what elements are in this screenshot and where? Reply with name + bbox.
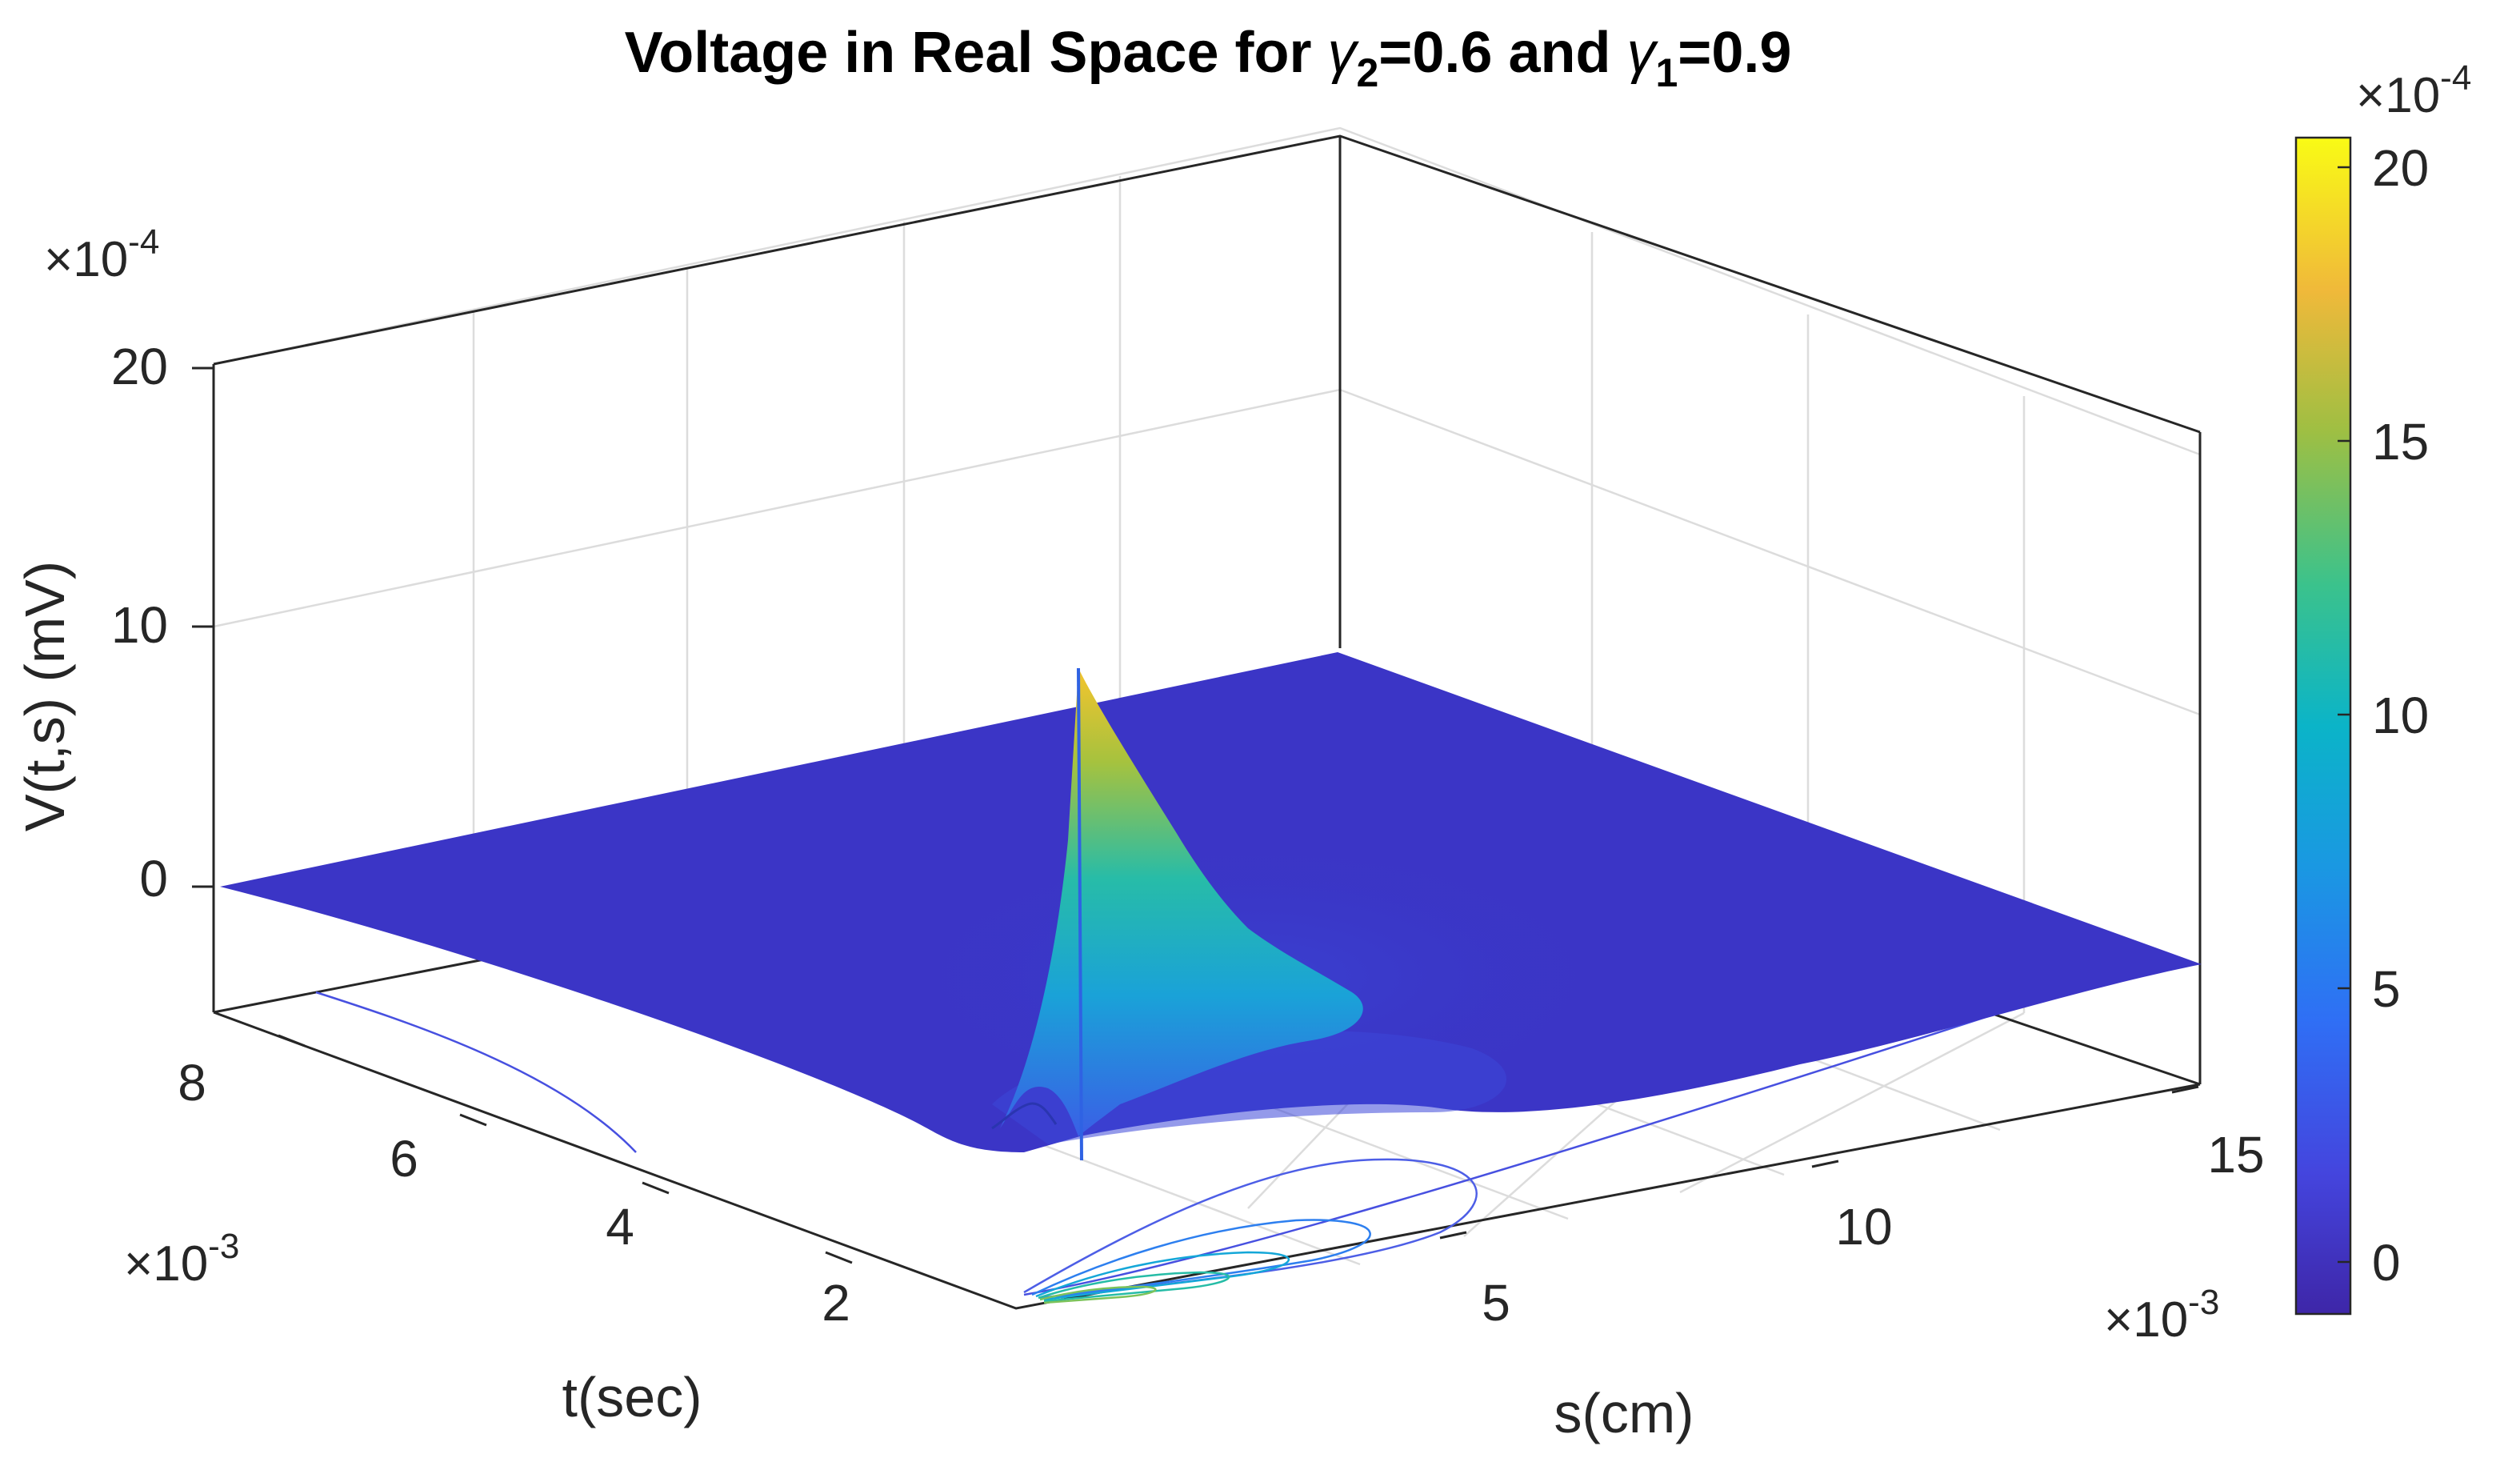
colorbar-tick-label: 15 [2372,413,2429,471]
z-tick-label: 10 [111,596,168,654]
contour-line [315,991,637,1153]
t-tick-label: 8 [178,1054,206,1112]
colorbar-tick-label: 0 [2372,1234,2401,1292]
colorbar-multiplier: ×10-4 [2356,58,2471,123]
z-axis: 20 10 0 ×10-4 V(t,s) (mV) [14,222,214,907]
colorbar-gradient [2294,136,2352,1316]
colorbar: 0 5 10 15 20 ×10-4 [2294,58,2471,1316]
colorbar-tick-label: 20 [2372,139,2429,197]
s-tick-label: 15 [2207,1126,2264,1184]
contour-line [1035,1251,1290,1301]
t-axis: 2 4 6 8 ×10-3 t(sec) [124,1034,853,1428]
z-axis-label: V(t,s) (mV) [14,561,76,831]
colorbar-tick-label: 10 [2372,687,2429,744]
surface-peak [1000,668,1363,1136]
s-tick-label: 5 [1482,1274,1510,1332]
contour-line [1039,1285,1157,1304]
s-axis-label: s(cm) [1554,1382,1694,1444]
floor-contours [315,991,2009,1304]
t-axis-label: t(sec) [562,1366,702,1428]
surface [220,652,2202,1161]
s-tick-label: 10 [1835,1198,1892,1256]
t-tick-label: 4 [606,1198,634,1256]
contour-line [1023,1158,1478,1298]
t-tick-label: 2 [822,1274,850,1332]
chart-title: Voltage in Real Space for γ2=0.6 and γ1=… [625,21,1792,95]
s-multiplier: ×10-3 [2104,1283,2219,1348]
z-tick-label: 20 [111,338,168,395]
contour-line [1038,1271,1230,1303]
s-axis: 5 10 15 ×10-3 s(cm) [1439,1085,2265,1444]
contour-line [1031,1219,1371,1300]
colorbar-tick-label: 5 [2372,960,2401,1018]
t-multiplier: ×10-3 [124,1227,239,1292]
t-tick-label: 6 [390,1130,418,1188]
z-tick-label: 0 [139,850,168,907]
z-multiplier: ×10-4 [44,222,159,287]
contour-line [1023,1008,2009,1296]
